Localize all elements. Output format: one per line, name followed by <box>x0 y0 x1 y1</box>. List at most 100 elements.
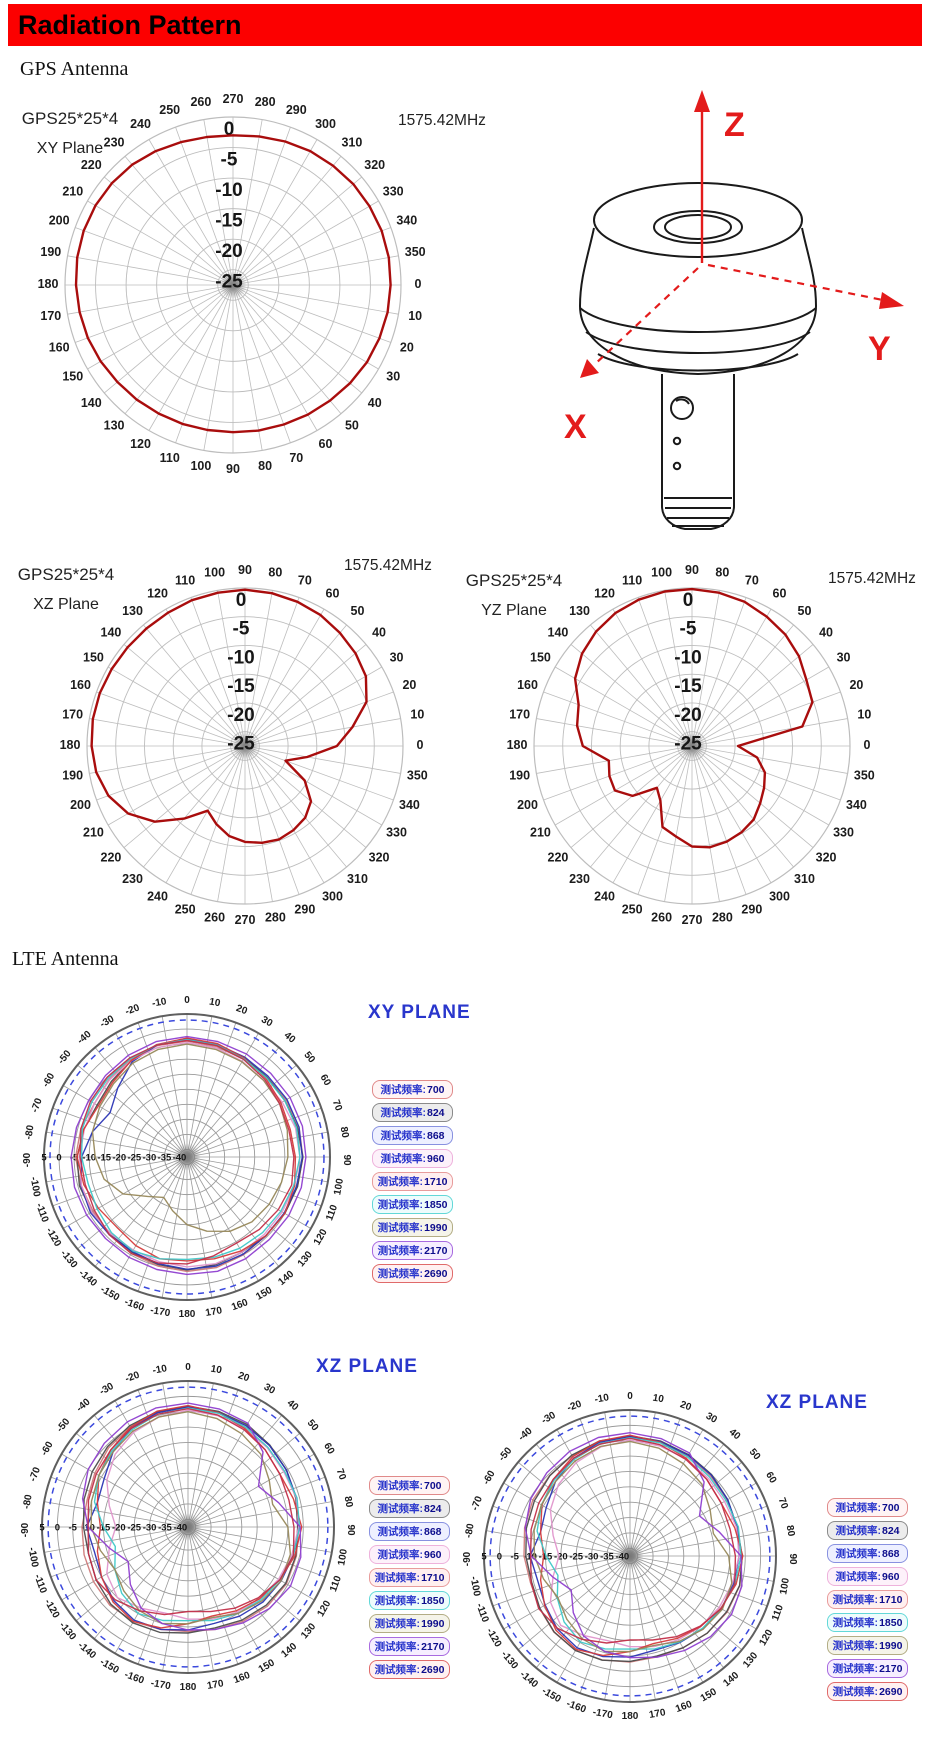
legend-item-824: 测试频率: 824 <box>369 1499 450 1518</box>
radiation-curve-2170 <box>524 1432 743 1659</box>
y-axis-arrow <box>707 263 889 303</box>
svg-text:170: 170 <box>206 1678 225 1692</box>
legend-label: 测试频率: <box>380 1130 426 1142</box>
legend-label: 测试频率: <box>377 1245 424 1257</box>
legend-frequency-value: 868 <box>423 1525 442 1538</box>
radial-tick-labels: 0 -5 -10 -15 -20 -25 <box>674 590 702 755</box>
legend-label: 测试频率: <box>374 1641 421 1653</box>
gps-yz-frequency: 1575.42MHz <box>828 570 916 587</box>
svg-text:-40: -40 <box>75 1029 93 1047</box>
svg-text:200: 200 <box>517 798 538 812</box>
svg-text:70: 70 <box>289 451 303 465</box>
legend-label: 测试频率: <box>832 1594 879 1606</box>
svg-text:130: 130 <box>741 1650 760 1670</box>
svg-text:280: 280 <box>712 910 733 924</box>
svg-text:210: 210 <box>62 185 83 199</box>
svg-text:-140: -140 <box>518 1669 541 1691</box>
lte-xz-2-polar-chart: 0 102030405060708090100110120130140150160… <box>462 1391 798 1722</box>
svg-text:-40: -40 <box>516 1425 534 1443</box>
svg-text:150: 150 <box>62 370 83 384</box>
gps-xz-polar-chart: 90 80706050403020100350340330320310300290… <box>60 563 428 927</box>
svg-text:270: 270 <box>682 913 703 927</box>
svg-text:130: 130 <box>296 1249 315 1269</box>
svg-text:230: 230 <box>104 135 125 149</box>
lte-xz-polar-chart: 0 102030405060708090100110120130140150160… <box>20 1362 356 1693</box>
svg-text:170: 170 <box>62 708 83 722</box>
svg-text:30: 30 <box>386 370 400 384</box>
svg-text:-50: -50 <box>56 1048 74 1066</box>
svg-text:280: 280 <box>255 95 276 109</box>
svg-text:110: 110 <box>324 1203 340 1222</box>
svg-text:-20: -20 <box>112 1153 126 1164</box>
svg-text:-10: -10 <box>151 996 168 1009</box>
svg-text:180: 180 <box>180 1682 197 1693</box>
svg-text:140: 140 <box>721 1670 741 1689</box>
legend-frequency-value: 2690 <box>879 1685 903 1698</box>
svg-text:150: 150 <box>257 1657 277 1675</box>
svg-text:-30: -30 <box>98 1013 116 1030</box>
gps-yz-caption: GPS25*25*4 YZ Plane <box>462 566 566 625</box>
svg-text:300: 300 <box>322 890 343 904</box>
svg-text:-40: -40 <box>173 1523 187 1534</box>
legend-label: 测试频率: <box>835 1548 881 1560</box>
svg-text:-130: -130 <box>57 1620 79 1643</box>
svg-text:110: 110 <box>160 451 180 465</box>
svg-text:160: 160 <box>674 1699 694 1715</box>
svg-text:330: 330 <box>833 826 854 840</box>
svg-text:140: 140 <box>276 1268 296 1287</box>
svg-text:-35: -35 <box>158 1523 172 1534</box>
svg-text:190: 190 <box>40 245 61 259</box>
svg-text:150: 150 <box>254 1285 274 1303</box>
legend-frequency-value: 960 <box>881 1570 900 1583</box>
svg-text:130: 130 <box>569 604 590 618</box>
svg-text:80: 80 <box>784 1524 797 1537</box>
svg-text:50: 50 <box>798 604 812 618</box>
svg-text:100: 100 <box>336 1548 350 1567</box>
radiation-curve-1575.42MHz <box>74 134 392 434</box>
antenna-outline <box>578 182 818 530</box>
legend-frequency-value: 1850 <box>879 1616 903 1629</box>
svg-text:-80: -80 <box>463 1522 476 1539</box>
svg-text:-35: -35 <box>600 1552 614 1563</box>
svg-text:60: 60 <box>321 1441 336 1457</box>
svg-text:-20: -20 <box>674 705 701 726</box>
svg-text:-150: -150 <box>98 1284 121 1304</box>
svg-text:-5: -5 <box>70 1153 79 1164</box>
legend-item-1710: 测试频率: 1710 <box>827 1590 908 1609</box>
gps-xz-caption: GPS25*25*4 XZ Plane <box>14 560 118 619</box>
svg-text:-40: -40 <box>173 1153 187 1164</box>
radiation-curve-1575.42MHz <box>573 587 814 849</box>
radiation-curve-2690 <box>87 1408 295 1616</box>
svg-text:60: 60 <box>319 437 333 451</box>
svg-text:20: 20 <box>678 1399 693 1413</box>
svg-text:-30: -30 <box>143 1523 157 1534</box>
svg-text:0: 0 <box>627 1391 633 1402</box>
svg-text:160: 160 <box>70 678 91 692</box>
svg-text:350: 350 <box>407 768 428 782</box>
legend-label: 测试频率: <box>374 1664 421 1676</box>
polar-grid <box>86 587 404 905</box>
legend-label: 测试频率: <box>832 1640 879 1652</box>
svg-text:30: 30 <box>837 651 851 665</box>
svg-text:-25: -25 <box>127 1153 141 1164</box>
svg-text:-30: -30 <box>585 1552 599 1563</box>
svg-text:150: 150 <box>530 651 551 665</box>
svg-text:270: 270 <box>235 913 256 927</box>
legend-frequency-value: 700 <box>423 1479 442 1492</box>
svg-text:140: 140 <box>101 626 122 640</box>
svg-text:330: 330 <box>386 826 407 840</box>
svg-text:70: 70 <box>334 1467 348 1482</box>
svg-text:-10: -10 <box>594 1392 611 1405</box>
svg-text:250: 250 <box>622 902 643 916</box>
svg-text:50: 50 <box>305 1418 321 1434</box>
x-axis-arrow <box>593 267 699 366</box>
svg-text:-140: -140 <box>76 1640 99 1662</box>
gps-xz-model: GPS25*25*4 <box>17 565 115 584</box>
svg-text:110: 110 <box>622 574 642 588</box>
svg-text:-25: -25 <box>569 1552 583 1563</box>
svg-text:210: 210 <box>83 826 104 840</box>
svg-text:-10: -10 <box>215 180 242 201</box>
x-arrowhead-icon <box>580 359 599 378</box>
svg-text:-20: -20 <box>554 1552 568 1563</box>
